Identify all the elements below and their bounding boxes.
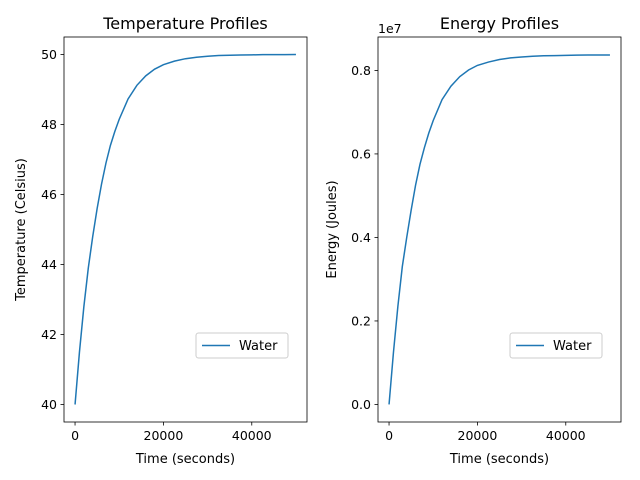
energy-chart-title: Energy Profiles bbox=[440, 14, 559, 33]
energy-y-tick-label: 0.8 bbox=[351, 63, 371, 78]
energy-x-tick-label: 40000 bbox=[546, 428, 586, 443]
energy-legend: Water bbox=[509, 332, 603, 359]
temperature-axes-frame bbox=[63, 36, 308, 423]
energy-axis-offset-text: 1e7 bbox=[378, 21, 402, 36]
temperature-x-tick-label: 20000 bbox=[144, 428, 184, 443]
energy-x-tick-label: 0 bbox=[385, 428, 393, 443]
energy-x-axis-label: Time (seconds) bbox=[449, 452, 549, 467]
energy-axes-frame bbox=[377, 36, 622, 423]
energy-x-tick-label: 20000 bbox=[458, 428, 498, 443]
temperature-y-tick-label: 46 bbox=[41, 187, 57, 202]
temperature-chart-title: Temperature Profiles bbox=[102, 14, 268, 33]
temperature-y-tick-label: 50 bbox=[41, 47, 57, 62]
energy-y-axis-label: Energy (Joules) bbox=[325, 180, 340, 278]
temperature-legend: Water bbox=[195, 332, 289, 359]
temperature-y-tick-label: 44 bbox=[41, 257, 57, 272]
temperature-x-tick-label: 40000 bbox=[232, 428, 272, 443]
energy-y-tick-label: 0.0 bbox=[351, 397, 371, 412]
temperature-series-line bbox=[74, 53, 296, 405]
energy-y-tick-label: 0.6 bbox=[351, 146, 371, 161]
energy-legend-box bbox=[509, 332, 603, 359]
energy-series-line bbox=[388, 54, 610, 405]
temperature-y-tick-label: 48 bbox=[41, 117, 57, 132]
temperature-y-tick-label: 40 bbox=[41, 397, 57, 412]
energy-legend-label: Water bbox=[553, 339, 592, 354]
temperature-legend-box bbox=[195, 332, 289, 359]
temperature-x-tick-label: 0 bbox=[71, 428, 79, 443]
temperature-y-tick-label: 42 bbox=[41, 327, 57, 342]
temperature-axes: 0 20000 40000 40 42 44 46 48 50 Temperature Profi… bbox=[14, 14, 308, 467]
energy-y-tick-label: 0.4 bbox=[351, 230, 371, 245]
temperature-x-axis-label: Time (seconds) bbox=[135, 452, 235, 467]
energy-axes: 0 20000 40000 0.0 0.2 0.4 0.6 0.8 Energy Profile… bbox=[325, 14, 622, 467]
energy-y-tick-label: 0.2 bbox=[351, 313, 371, 328]
temperature-legend-label: Water bbox=[239, 339, 278, 354]
temperature-y-axis-label: Temperature (Celsius) bbox=[14, 158, 29, 302]
